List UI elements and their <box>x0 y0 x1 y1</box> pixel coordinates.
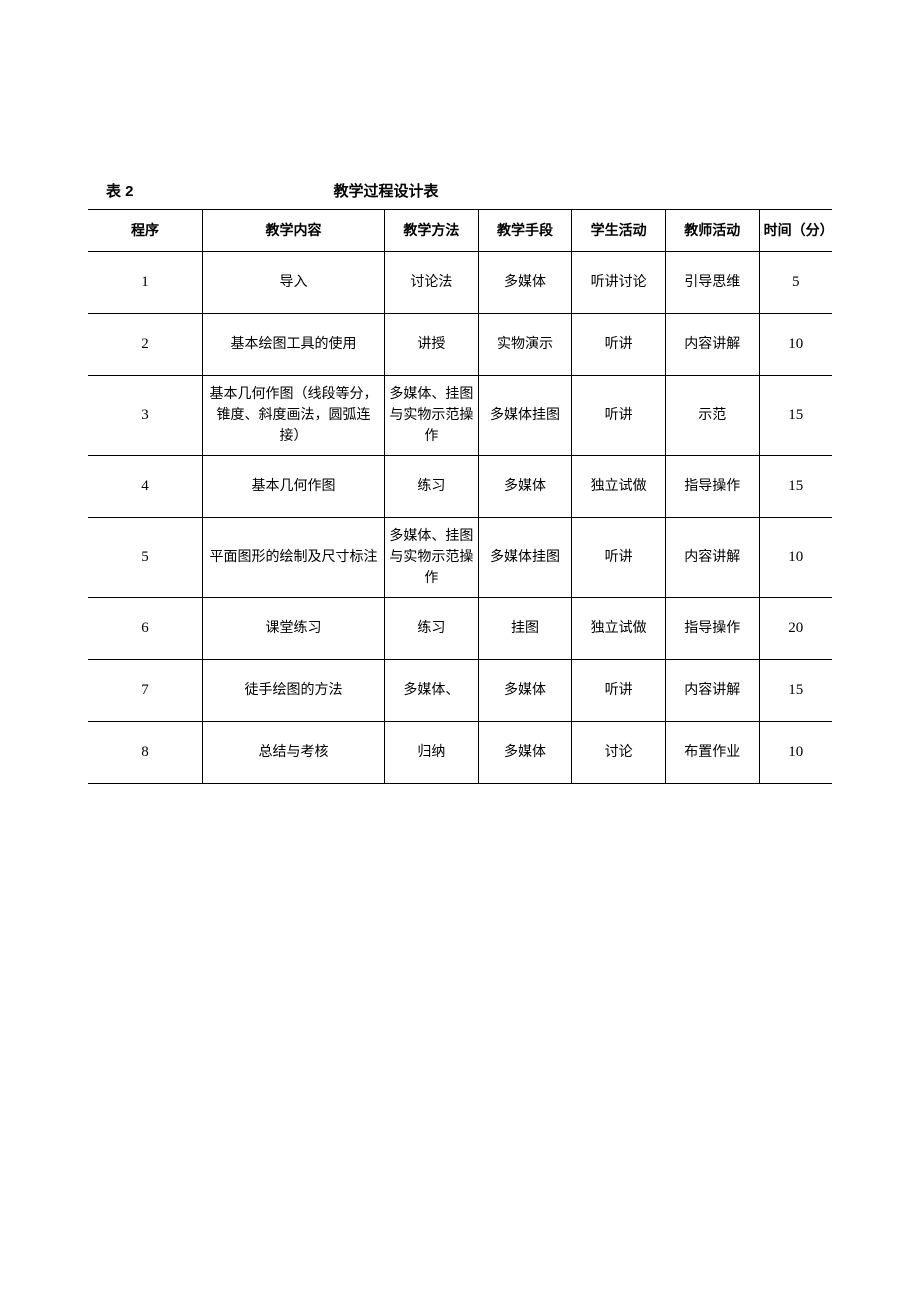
cell-method: 多媒体、挂图与实物示范操作 <box>385 518 479 598</box>
cell-seq: 3 <box>88 376 202 456</box>
cell-student: 听讲 <box>572 314 666 376</box>
table-header-row: 程序 教学内容 教学方法 教学手段 学生活动 教师活动 时间（分） <box>88 210 832 252</box>
table-body: 1 导入 讨论法 多媒体 听讲讨论 引导思维 5 2 基本绘图工具的使用 讲授 … <box>88 252 832 784</box>
cell-means: 多媒体 <box>478 660 572 722</box>
cell-means: 多媒体挂图 <box>478 376 572 456</box>
cell-time: 10 <box>759 518 832 598</box>
cell-seq: 6 <box>88 598 202 660</box>
teaching-process-table: 程序 教学内容 教学方法 教学手段 学生活动 教师活动 时间（分） 1 导入 讨… <box>88 209 832 784</box>
cell-seq: 4 <box>88 456 202 518</box>
cell-time: 15 <box>759 456 832 518</box>
cell-seq: 2 <box>88 314 202 376</box>
header-method: 教学方法 <box>385 210 479 252</box>
table-caption: 表 2 教学过程设计表 <box>88 180 832 201</box>
cell-student: 讨论 <box>572 722 666 784</box>
table-row: 6 课堂练习 练习 挂图 独立试做 指导操作 20 <box>88 598 832 660</box>
cell-teacher: 内容讲解 <box>665 660 759 722</box>
cell-content: 基本几何作图 <box>202 456 384 518</box>
cell-teacher: 内容讲解 <box>665 518 759 598</box>
cell-means: 挂图 <box>478 598 572 660</box>
cell-means: 多媒体 <box>478 456 572 518</box>
cell-teacher: 内容讲解 <box>665 314 759 376</box>
cell-method: 讲授 <box>385 314 479 376</box>
cell-content: 导入 <box>202 252 384 314</box>
cell-time: 15 <box>759 660 832 722</box>
table-number-label: 表 2 <box>106 180 134 201</box>
cell-content: 总结与考核 <box>202 722 384 784</box>
cell-student: 听讲讨论 <box>572 252 666 314</box>
header-content: 教学内容 <box>202 210 384 252</box>
cell-teacher: 指导操作 <box>665 598 759 660</box>
cell-means: 多媒体 <box>478 252 572 314</box>
cell-means: 实物演示 <box>478 314 572 376</box>
cell-student: 听讲 <box>572 376 666 456</box>
table-row: 7 徒手绘图的方法 多媒体、 多媒体 听讲 内容讲解 15 <box>88 660 832 722</box>
cell-method: 练习 <box>385 598 479 660</box>
header-time: 时间（分） <box>759 210 832 252</box>
cell-teacher: 引导思维 <box>665 252 759 314</box>
cell-time: 5 <box>759 252 832 314</box>
cell-method: 多媒体、 <box>385 660 479 722</box>
cell-method: 归纳 <box>385 722 479 784</box>
table-title-label: 教学过程设计表 <box>334 180 439 201</box>
table-row: 5 平面图形的绘制及尺寸标注 多媒体、挂图与实物示范操作 多媒体挂图 听讲 内容… <box>88 518 832 598</box>
table-row: 4 基本几何作图 练习 多媒体 独立试做 指导操作 15 <box>88 456 832 518</box>
cell-teacher: 示范 <box>665 376 759 456</box>
header-student: 学生活动 <box>572 210 666 252</box>
table-row: 3 基本几何作图（线段等分，锥度、斜度画法，圆弧连接） 多媒体、挂图与实物示范操… <box>88 376 832 456</box>
cell-teacher: 指导操作 <box>665 456 759 518</box>
cell-content: 基本几何作图（线段等分，锥度、斜度画法，圆弧连接） <box>202 376 384 456</box>
table-row: 1 导入 讨论法 多媒体 听讲讨论 引导思维 5 <box>88 252 832 314</box>
header-teacher: 教师活动 <box>665 210 759 252</box>
cell-student: 独立试做 <box>572 456 666 518</box>
cell-seq: 8 <box>88 722 202 784</box>
header-sequence: 程序 <box>88 210 202 252</box>
cell-content: 课堂练习 <box>202 598 384 660</box>
cell-means: 多媒体 <box>478 722 572 784</box>
table-row: 2 基本绘图工具的使用 讲授 实物演示 听讲 内容讲解 10 <box>88 314 832 376</box>
table-row: 8 总结与考核 归纳 多媒体 讨论 布置作业 10 <box>88 722 832 784</box>
cell-student: 听讲 <box>572 518 666 598</box>
cell-time: 10 <box>759 314 832 376</box>
cell-time: 20 <box>759 598 832 660</box>
cell-student: 听讲 <box>572 660 666 722</box>
cell-method: 练习 <box>385 456 479 518</box>
cell-content: 基本绘图工具的使用 <box>202 314 384 376</box>
cell-content: 徒手绘图的方法 <box>202 660 384 722</box>
header-means: 教学手段 <box>478 210 572 252</box>
cell-method: 多媒体、挂图与实物示范操作 <box>385 376 479 456</box>
cell-seq: 5 <box>88 518 202 598</box>
cell-content: 平面图形的绘制及尺寸标注 <box>202 518 384 598</box>
cell-means: 多媒体挂图 <box>478 518 572 598</box>
cell-seq: 7 <box>88 660 202 722</box>
cell-method: 讨论法 <box>385 252 479 314</box>
cell-teacher: 布置作业 <box>665 722 759 784</box>
cell-time: 15 <box>759 376 832 456</box>
cell-student: 独立试做 <box>572 598 666 660</box>
cell-time: 10 <box>759 722 832 784</box>
cell-seq: 1 <box>88 252 202 314</box>
